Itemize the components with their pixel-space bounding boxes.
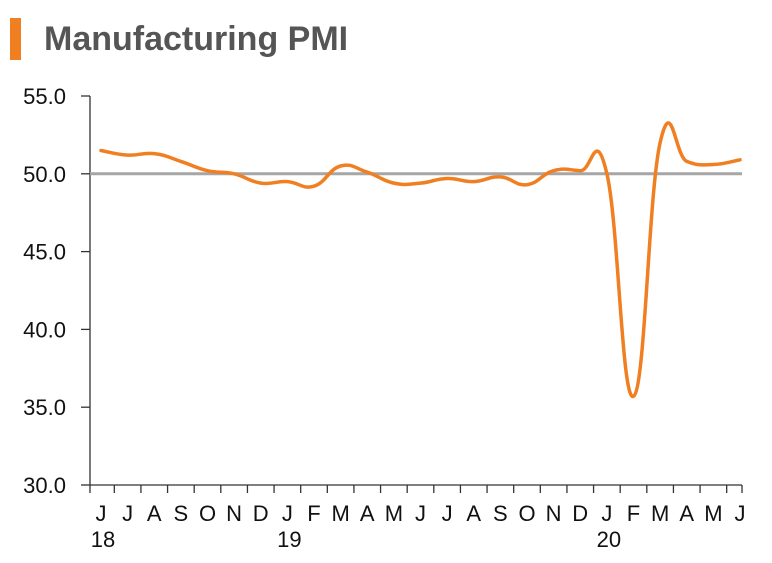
data-point [552,169,555,172]
x-year-label: 20 [597,527,621,552]
data-point [392,182,395,185]
data-point [659,141,662,144]
x-tick-label: M [651,501,669,526]
x-tick-label: O [518,501,535,526]
pmi-series-line [99,121,742,399]
y-tick-label: 50.0 [23,162,66,187]
x-tick-label: J [282,501,293,526]
x-tick-label: S [174,501,189,526]
data-point [179,160,182,163]
data-point [739,158,742,161]
data-point [339,165,342,168]
x-tick-label: F [627,501,640,526]
x-tick-label: M [704,501,722,526]
x-tick-label: J [735,501,746,526]
y-tick-label: 30.0 [23,473,66,498]
x-year-label: 18 [91,527,115,552]
data-point [233,172,236,175]
data-point [446,177,449,180]
x-tick-label: J [601,501,612,526]
y-tick-label: 45.0 [23,240,66,265]
data-point [419,182,422,185]
x-tick-label: N [226,501,242,526]
x-tick-label: D [253,501,269,526]
chart-title: Manufacturing PMI [44,20,349,58]
x-tick-label: F [307,501,320,526]
data-point [126,154,129,157]
data-point [153,152,156,155]
data-point [259,182,262,185]
data-point [206,169,209,172]
x-tick-label: S [493,501,508,526]
data-point [472,180,475,183]
data-point [526,183,529,186]
x-tick-label: O [199,501,216,526]
data-point [685,160,688,163]
title-accent-bar [10,18,21,60]
x-tick-label: J [442,501,453,526]
x-tick-label: N [546,501,562,526]
data-point [579,169,582,172]
data-point [100,149,103,152]
x-tick-label: A [360,501,375,526]
data-point [286,180,289,183]
x-tick-label: M [331,501,349,526]
x-tick-label: J [415,501,426,526]
x-tick-label: J [96,501,107,526]
x-tick-label: A [147,501,162,526]
data-point [605,172,608,175]
y-tick-label: 55.0 [23,84,66,109]
y-tick-label: 35.0 [23,395,66,420]
x-tick-label: M [385,501,403,526]
x-tick-label: A [679,501,694,526]
x-year-label: 19 [277,527,301,552]
data-point [366,171,369,174]
data-point [712,163,715,166]
x-tick-label: J [122,501,133,526]
data-point [632,395,635,398]
y-tick-label: 40.0 [23,317,66,342]
data-point [499,175,502,178]
data-point [313,185,316,188]
x-tick-label: A [466,501,481,526]
x-tick-label: D [572,501,588,526]
